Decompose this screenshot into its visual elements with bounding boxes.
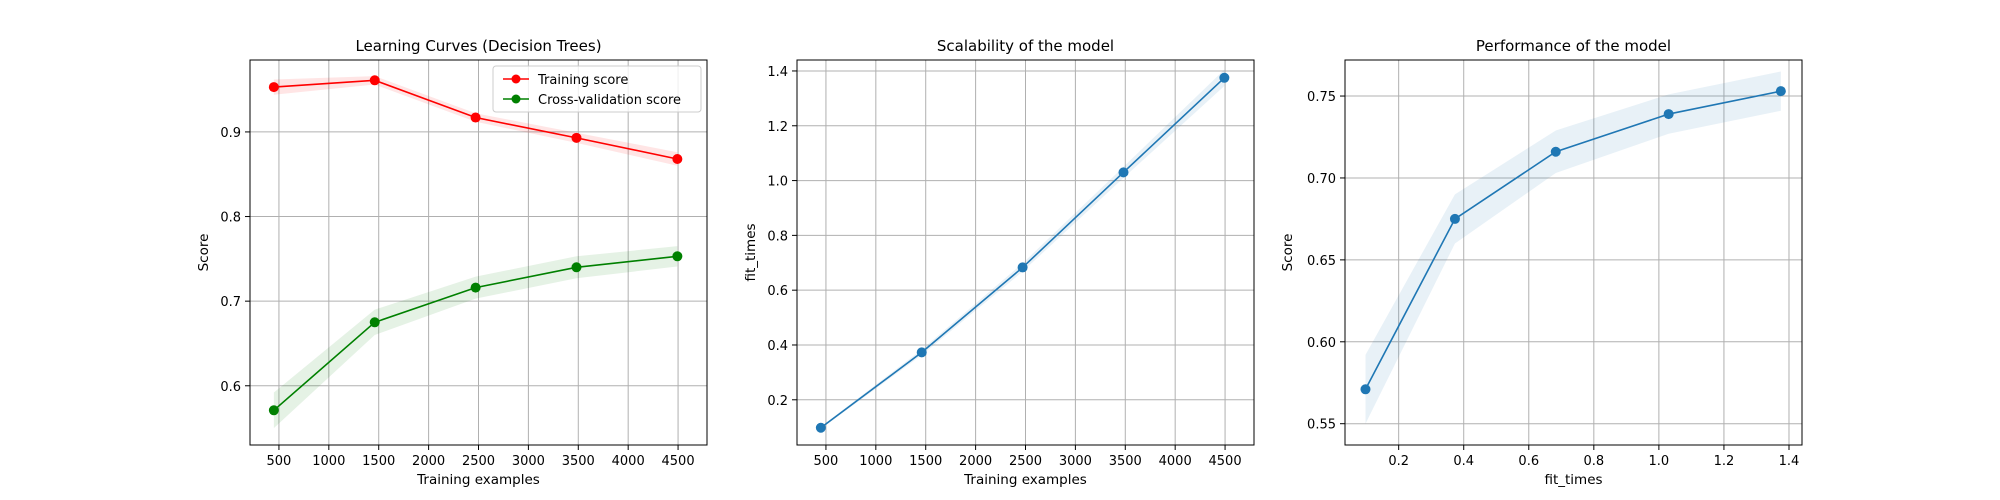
chart-title: Learning Curves (Decision Trees)	[355, 37, 601, 55]
y-tick-label: 0.9	[220, 126, 241, 141]
x-tick-label: 2000	[959, 454, 992, 469]
y-tick-label: 0.7	[220, 295, 241, 310]
legend-swatch-marker	[511, 74, 521, 84]
series-1-point	[268, 82, 279, 93]
series-1-point	[1775, 86, 1786, 97]
x-axis-label: Training examples	[416, 472, 540, 488]
legend: Training score Cross-validation score	[492, 65, 702, 113]
y-tick-label: 0.6	[220, 380, 241, 395]
x-tick-label: 500	[267, 454, 292, 469]
y-tick-label: 0.2	[767, 394, 788, 409]
x-tick-label: 1500	[362, 454, 395, 469]
series-1-point	[1118, 167, 1129, 178]
x-tick-label: 2000	[412, 454, 445, 469]
x-tick-label: 500	[814, 454, 839, 469]
x-axis-label: fit_times	[1544, 472, 1602, 488]
x-tick-label: 3500	[562, 454, 595, 469]
x-tick-label: 0.8	[1583, 454, 1604, 469]
series-2-band	[273, 246, 678, 429]
x-tick-label: 3000	[512, 454, 545, 469]
series-2-point	[470, 282, 481, 293]
x-tick-label: 1.2	[1714, 454, 1735, 469]
x-tick-label: 3000	[1059, 454, 1092, 469]
legend-frame	[492, 65, 702, 113]
series-1-point	[672, 154, 683, 164]
legend-label: Cross-validation score	[538, 93, 681, 108]
y-axis-label: fit_times	[743, 223, 759, 281]
legend-swatch-marker	[511, 94, 521, 104]
x-tick-label: 3500	[1109, 454, 1142, 469]
x-tick-label: 4500	[662, 454, 695, 469]
x-tick-label: 2500	[1009, 454, 1042, 469]
series-1-point	[1360, 384, 1371, 395]
series-2-point	[268, 405, 279, 416]
y-tick-label: 0.75	[1307, 90, 1336, 105]
x-tick-label: 1000	[312, 454, 345, 469]
y-tick-label: 0.6	[767, 284, 788, 299]
series-1-point	[470, 112, 481, 123]
y-tick-label: 0.4	[767, 339, 788, 354]
series-1-point	[1550, 146, 1561, 157]
x-tick-label: 0.4	[1453, 454, 1474, 469]
series-1-band	[1365, 71, 1781, 424]
chart-panel-1: 500 1000 1500 2000 2500 3000 3500 4000 4500 0.6 0.…	[196, 37, 708, 488]
x-tick-label: 4500	[1209, 454, 1242, 469]
series-1-point	[1219, 72, 1230, 83]
series-1-point	[916, 347, 927, 358]
y-axis-label: Score	[196, 234, 212, 272]
y-tick-label: 0.65	[1307, 254, 1336, 269]
y-tick-label: 1.2	[767, 120, 788, 135]
y-tick-label: 0.55	[1307, 418, 1336, 433]
series-1-point	[1663, 109, 1674, 120]
x-tick-label: 2500	[462, 454, 495, 469]
series-2-point	[369, 317, 380, 328]
chart-panel-3: 0.2 0.4 0.6 0.8 1.0 1.2 1.4 0.55 0.60 0.65 0.70 0.7…	[1280, 37, 1803, 488]
chart-title: Scalability of the model	[937, 37, 1114, 55]
x-tick-label: 0.6	[1518, 454, 1539, 469]
legend-label: Training score	[537, 73, 628, 88]
x-tick-label: 1000	[859, 454, 892, 469]
x-tick-label: 1.4	[1779, 454, 1800, 469]
series-1-band	[820, 69, 1225, 429]
y-tick-label: 0.8	[767, 229, 788, 244]
x-tick-label: 1500	[909, 454, 942, 469]
x-tick-label: 1.0	[1649, 454, 1670, 469]
series-1-point	[571, 132, 582, 143]
y-tick-label: 0.70	[1307, 172, 1336, 187]
x-axis-label: Training examples	[963, 472, 1087, 488]
y-tick-label: 0.60	[1307, 336, 1336, 351]
axes-frame	[1344, 59, 1803, 446]
series-1-point	[815, 422, 826, 433]
y-axis-label: Score	[1280, 234, 1296, 272]
x-tick-label: 0.2	[1388, 454, 1409, 469]
chart-title: Performance of the model	[1476, 37, 1671, 55]
y-tick-label: 1.4	[767, 65, 788, 80]
y-tick-label: 0.8	[220, 211, 241, 226]
series-1-point	[1017, 262, 1028, 273]
x-tick-label: 4000	[1159, 454, 1192, 469]
series-1-point	[369, 75, 380, 86]
y-tick-label: 1.0	[767, 175, 788, 190]
series-2-point	[571, 262, 582, 273]
x-tick-label: 4000	[612, 454, 645, 469]
chart-panel-2: 500 1000 1500 2000 2500 3000 3500 4000 4500 0.2 0.…	[743, 37, 1255, 488]
series-2-point	[672, 251, 683, 262]
series-1-point	[1449, 213, 1460, 224]
